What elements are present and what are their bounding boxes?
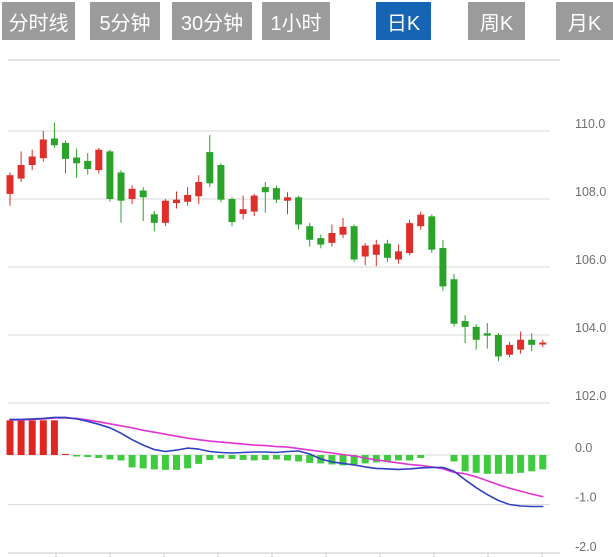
price-tick-label: 110.0 <box>575 117 605 131</box>
tab-5min[interactable]: 5分钟 <box>90 2 160 40</box>
price-axis: 110.0 108.0 106.0 104.0 102.0 <box>8 117 606 404</box>
price-tick-label: 102.0 <box>575 389 606 403</box>
price-tick-label: 104.0 <box>575 321 606 335</box>
price-tick-label: 106.0 <box>575 253 606 267</box>
tab-daily-k[interactable]: 日K <box>376 2 431 40</box>
price-tick-label: 108.0 <box>575 185 606 199</box>
macd-tick-label: -1.0 <box>575 491 597 505</box>
tab-timeline[interactable]: 分时线 <box>2 2 75 40</box>
tab-30min[interactable]: 30分钟 <box>172 2 252 40</box>
macd-tick-label: 0.0 <box>575 441 592 455</box>
macd-tick-label: -2.0 <box>575 540 597 554</box>
macd-histogram <box>6 420 547 474</box>
tab-monthly-k[interactable]: 月K <box>556 2 613 40</box>
dif-line <box>9 416 544 508</box>
tab-1hour[interactable]: 1小时 <box>262 2 330 40</box>
timeframe-tab-bar: 分时线 5分钟 30分钟 1小时 日K 周K 月K <box>0 0 613 42</box>
candles <box>6 122 547 362</box>
time-axis <box>8 552 560 557</box>
tab-weekly-k[interactable]: 周K <box>468 2 525 40</box>
